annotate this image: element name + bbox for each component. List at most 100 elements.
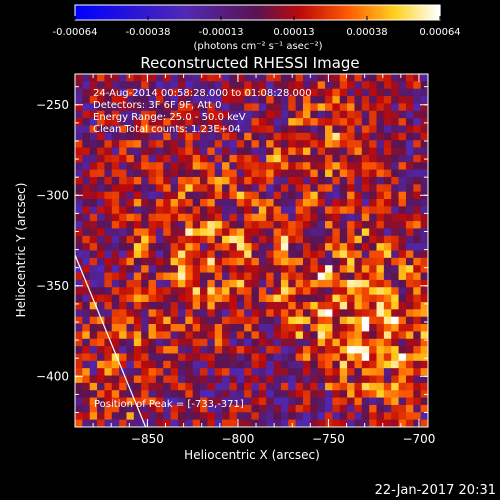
heatmap-cell bbox=[295, 368, 304, 377]
heatmap-cell bbox=[280, 235, 289, 244]
heatmap-cell bbox=[185, 184, 194, 193]
heatmap-cell bbox=[413, 88, 422, 97]
heatmap-cell bbox=[288, 375, 297, 384]
heatmap-cell bbox=[185, 206, 194, 215]
heatmap-cell bbox=[236, 110, 245, 119]
heatmap-cell bbox=[192, 265, 201, 274]
heatmap-cell bbox=[376, 228, 385, 237]
heatmap-cell bbox=[185, 81, 194, 90]
heatmap-cell bbox=[185, 176, 194, 185]
heatmap-cell bbox=[317, 140, 326, 149]
heatmap-cell bbox=[405, 81, 414, 90]
heatmap-cell bbox=[200, 154, 208, 163]
heatmap-cell bbox=[413, 206, 422, 215]
colorbar-segment bbox=[321, 5, 326, 20]
heatmap-cell bbox=[317, 279, 326, 288]
heatmap-cell bbox=[97, 140, 105, 149]
colorbar-segment bbox=[294, 5, 298, 20]
heatmap-cell bbox=[148, 169, 157, 178]
heatmap-cell bbox=[258, 140, 267, 149]
x-axis-ticks: −850 −800 −750 −700 bbox=[74, 74, 435, 446]
heatmap-cell bbox=[222, 390, 230, 399]
heatmap-cell bbox=[266, 265, 275, 274]
heatmap-cell bbox=[405, 250, 414, 259]
heatmap-cell bbox=[383, 103, 392, 112]
heatmap-cell bbox=[339, 404, 348, 413]
heatmap-cell bbox=[119, 110, 127, 119]
colorbar-segment bbox=[342, 5, 347, 20]
heatmap-cell bbox=[302, 118, 311, 126]
heatmap-cell bbox=[266, 118, 275, 126]
heatmap-cell bbox=[295, 412, 304, 421]
heatmap-cell bbox=[192, 147, 201, 156]
heatmap-cell bbox=[317, 213, 326, 222]
heatmap-cell bbox=[361, 243, 370, 251]
heatmap-cell bbox=[82, 88, 91, 97]
heatmap-cell bbox=[354, 221, 363, 229]
heatmap-cell bbox=[141, 375, 150, 384]
heatmap-cell bbox=[82, 147, 91, 156]
heatmap-cell bbox=[383, 404, 392, 413]
heatmap-cell bbox=[207, 375, 216, 384]
heatmap-cell bbox=[207, 213, 216, 222]
colorbar-segment bbox=[163, 5, 167, 20]
heatmap-cell bbox=[391, 221, 400, 229]
heatmap-cell bbox=[163, 412, 172, 421]
heatmap-cell bbox=[207, 294, 216, 303]
heatmap-cell bbox=[339, 272, 348, 281]
heatmap-cell bbox=[273, 324, 282, 332]
heatmap-cell bbox=[82, 140, 91, 149]
heatmap-cell bbox=[332, 324, 341, 332]
heatmap-cell bbox=[104, 147, 113, 156]
heatmap-cell bbox=[317, 346, 326, 354]
heatmap-cell bbox=[347, 140, 355, 149]
heatmap-cell bbox=[141, 140, 150, 149]
heatmap-cell bbox=[347, 419, 355, 428]
heatmap-cell bbox=[200, 346, 208, 354]
heatmap-cell bbox=[133, 397, 142, 406]
heatmap-cell bbox=[280, 257, 289, 266]
heatmap-cell bbox=[163, 360, 172, 369]
heatmap-cell bbox=[141, 279, 150, 288]
heatmap-cell bbox=[75, 103, 83, 112]
heatmap-cell bbox=[229, 96, 238, 104]
heatmap-cell bbox=[163, 390, 172, 399]
heatmap-cell bbox=[339, 419, 348, 428]
heatmap-cell bbox=[310, 324, 319, 332]
heatmap-cell bbox=[170, 88, 179, 97]
heatmap-cell bbox=[288, 360, 297, 369]
heatmap-cell bbox=[339, 324, 348, 332]
heatmap-cell bbox=[266, 360, 275, 369]
heatmap-cell bbox=[214, 360, 223, 369]
heatmap-cell bbox=[405, 419, 414, 428]
heatmap-cell bbox=[236, 96, 245, 104]
heatmap-cell bbox=[332, 169, 341, 178]
heatmap-cell bbox=[332, 360, 341, 369]
heatmap-cell bbox=[192, 250, 201, 259]
heatmap-cell bbox=[185, 213, 194, 222]
heatmap-cell bbox=[413, 250, 422, 259]
heatmap-cell bbox=[155, 382, 164, 391]
heatmap-cell bbox=[405, 243, 414, 251]
heatmap-cell bbox=[354, 206, 363, 215]
heatmap-cell bbox=[280, 191, 289, 200]
heatmap-cell bbox=[420, 228, 429, 237]
heatmap-cell bbox=[347, 309, 355, 318]
heatmap-cell bbox=[288, 338, 297, 347]
heatmap-cell bbox=[170, 294, 179, 303]
heatmap-cell bbox=[273, 287, 282, 296]
heatmap-cell bbox=[398, 346, 407, 354]
heatmap-cell bbox=[310, 184, 319, 193]
heatmap-cell bbox=[155, 96, 164, 104]
heatmap-cell bbox=[170, 419, 179, 428]
heatmap-cell bbox=[273, 243, 282, 251]
heatmap-cell bbox=[295, 147, 304, 156]
heatmap-cell bbox=[317, 353, 326, 362]
heatmap-cell bbox=[177, 221, 186, 229]
heatmap-cell bbox=[376, 162, 385, 171]
heatmap-cell bbox=[302, 176, 311, 185]
heatmap-cell bbox=[244, 338, 252, 347]
heatmap-cell bbox=[244, 397, 252, 406]
heatmap-cell bbox=[325, 368, 333, 377]
heatmap-cell bbox=[266, 221, 275, 229]
